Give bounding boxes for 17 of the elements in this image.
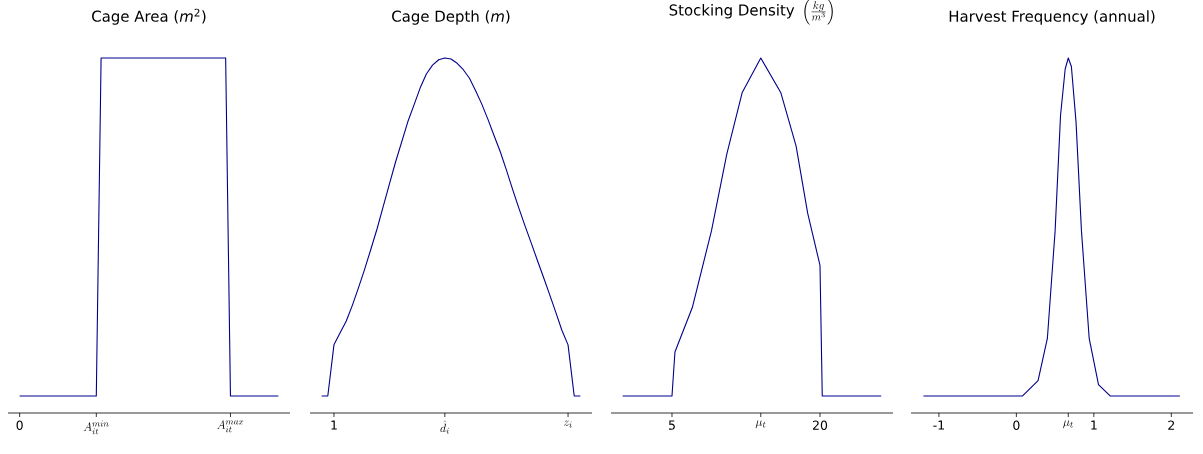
x-tick-label: $\mu_t$	[1063, 420, 1073, 429]
x-tick-label: 1	[1091, 420, 1097, 430]
x-tick-label: 0	[1013, 420, 1020, 430]
x-tick-label: $A_{it}^{max}$	[217, 420, 244, 433]
x-tick-label: 0	[16, 420, 23, 430]
x-tick-label: $z_i$	[564, 420, 572, 428]
x-tick-label: -1	[933, 420, 944, 430]
chart-title: Cage Area (m$^{2}$)	[92, 8, 206, 25]
chart-title: Harvest Frequency (annual)	[949, 10, 1155, 25]
chart-title: Cage Depth (m)	[392, 10, 510, 25]
x-tick-label: $\hat{d}_i$	[440, 420, 449, 434]
x-tick-label: $A_{it}^{min}$	[83, 420, 109, 435]
x-tick-label: 1	[331, 420, 337, 430]
x-tick-label: 5	[668, 420, 675, 430]
x-tick-label: $\mu_t$	[755, 420, 766, 429]
x-tick-label: 2	[1168, 420, 1175, 430]
x-tick-label: 20	[812, 420, 828, 430]
